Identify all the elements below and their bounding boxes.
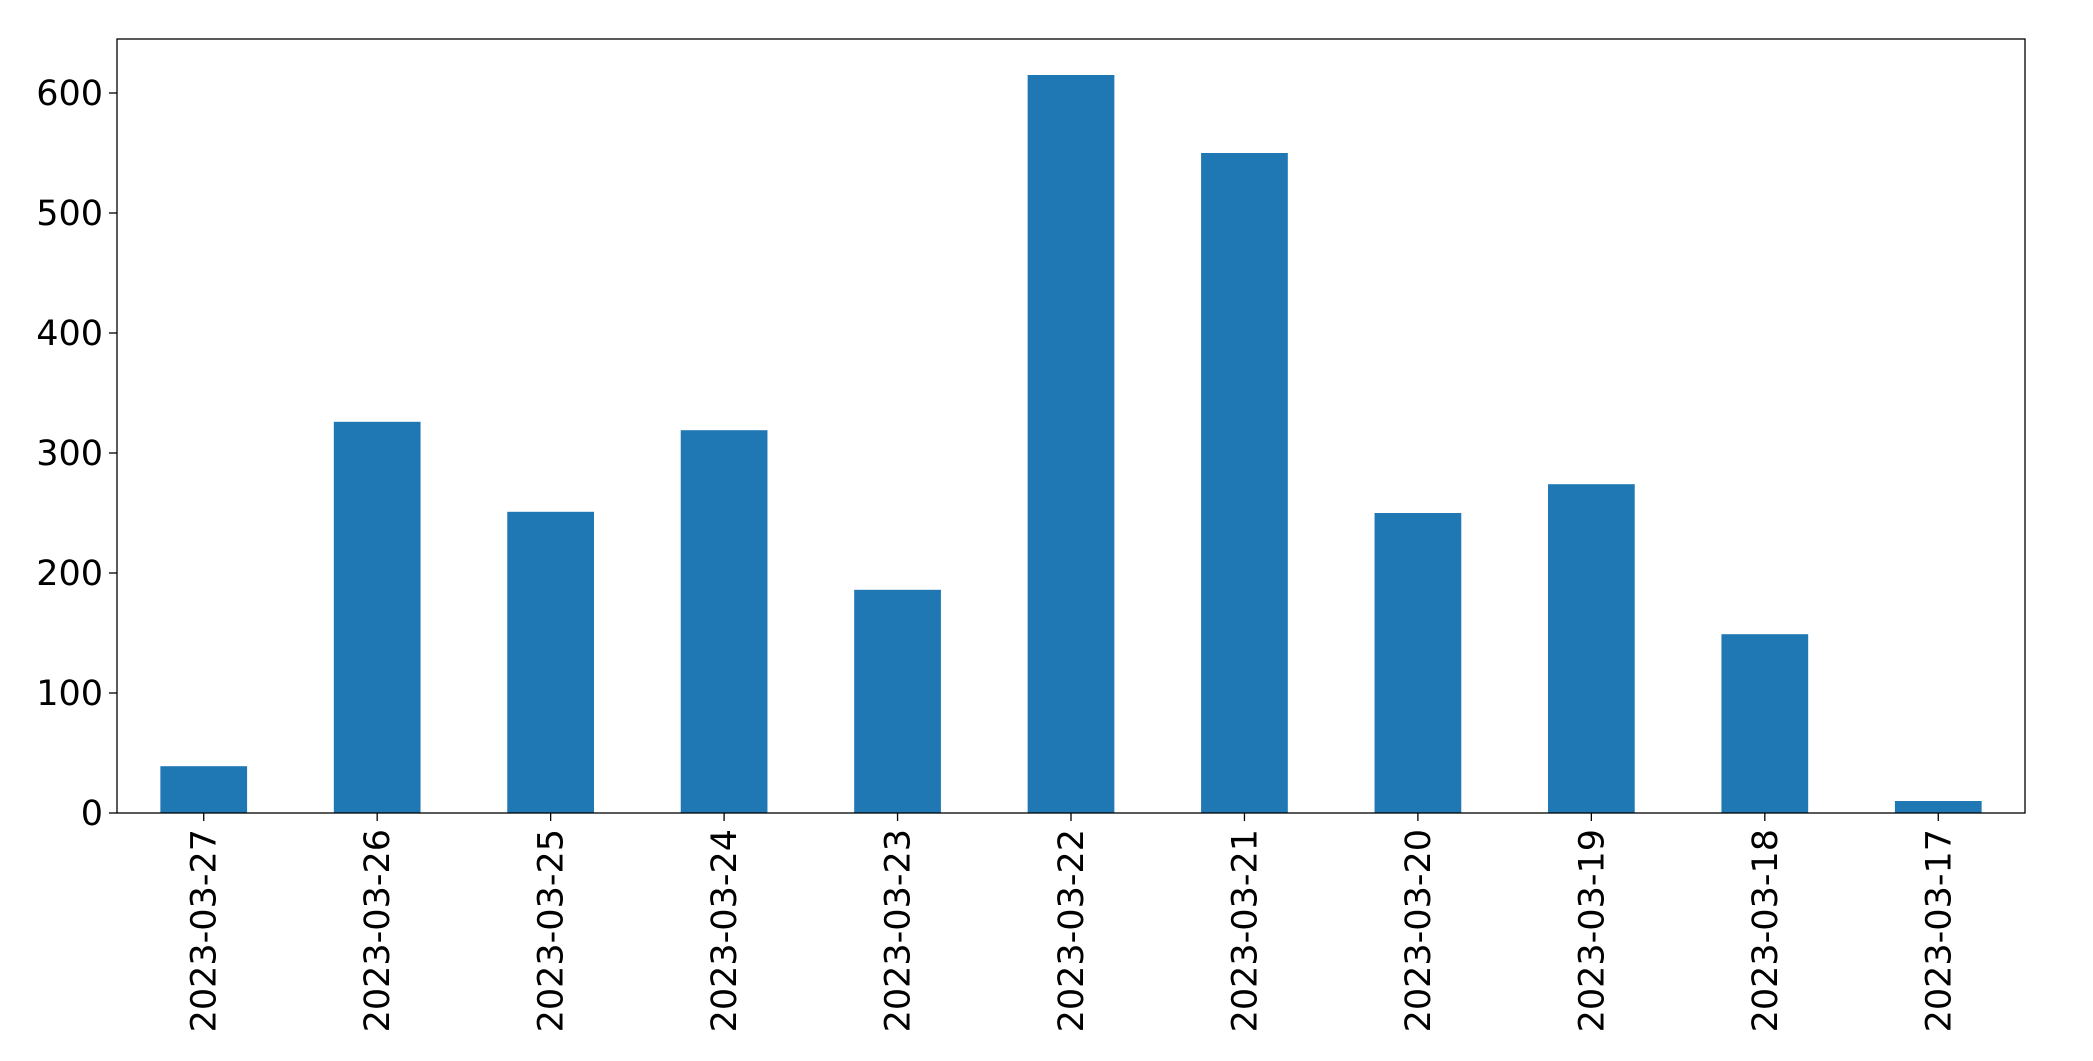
bar [680,430,768,813]
bar [507,511,594,813]
y-tick-label: 500 [36,194,103,234]
y-tick-label: 200 [36,554,103,594]
y-tick-label: 300 [36,434,103,474]
bar [333,421,421,813]
bar [1201,153,1288,813]
bar [1027,75,1115,813]
x-tick-label: 2023-03-23 [879,829,919,1032]
x-tick-label: 2023-03-24 [705,829,745,1032]
x-tick-label: 2023-03-21 [1225,829,1265,1032]
y-tick-label: 0 [81,794,103,834]
x-tick-label: 2023-03-25 [532,829,572,1032]
bar [1721,634,1809,813]
x-tick-label: 2023-03-22 [1052,829,1092,1032]
y-tick-label: 100 [36,674,103,714]
bar [854,589,941,813]
x-tick-label: 2023-03-26 [358,829,398,1032]
x-tick-label: 2023-03-20 [1399,829,1439,1032]
x-tick-label: 2023-03-19 [1572,829,1612,1032]
x-tick-label: 2023-03-27 [185,829,225,1032]
bar [1374,513,1462,813]
x-tick-label: 2023-03-17 [1919,829,1959,1032]
x-tick-label: 2023-03-18 [1746,829,1786,1032]
bar [1894,801,1982,813]
y-tick-label: 600 [36,74,103,114]
y-tick-label: 400 [36,314,103,354]
bar [1548,484,1635,813]
plot-frame [116,38,2026,814]
bar [160,766,248,813]
